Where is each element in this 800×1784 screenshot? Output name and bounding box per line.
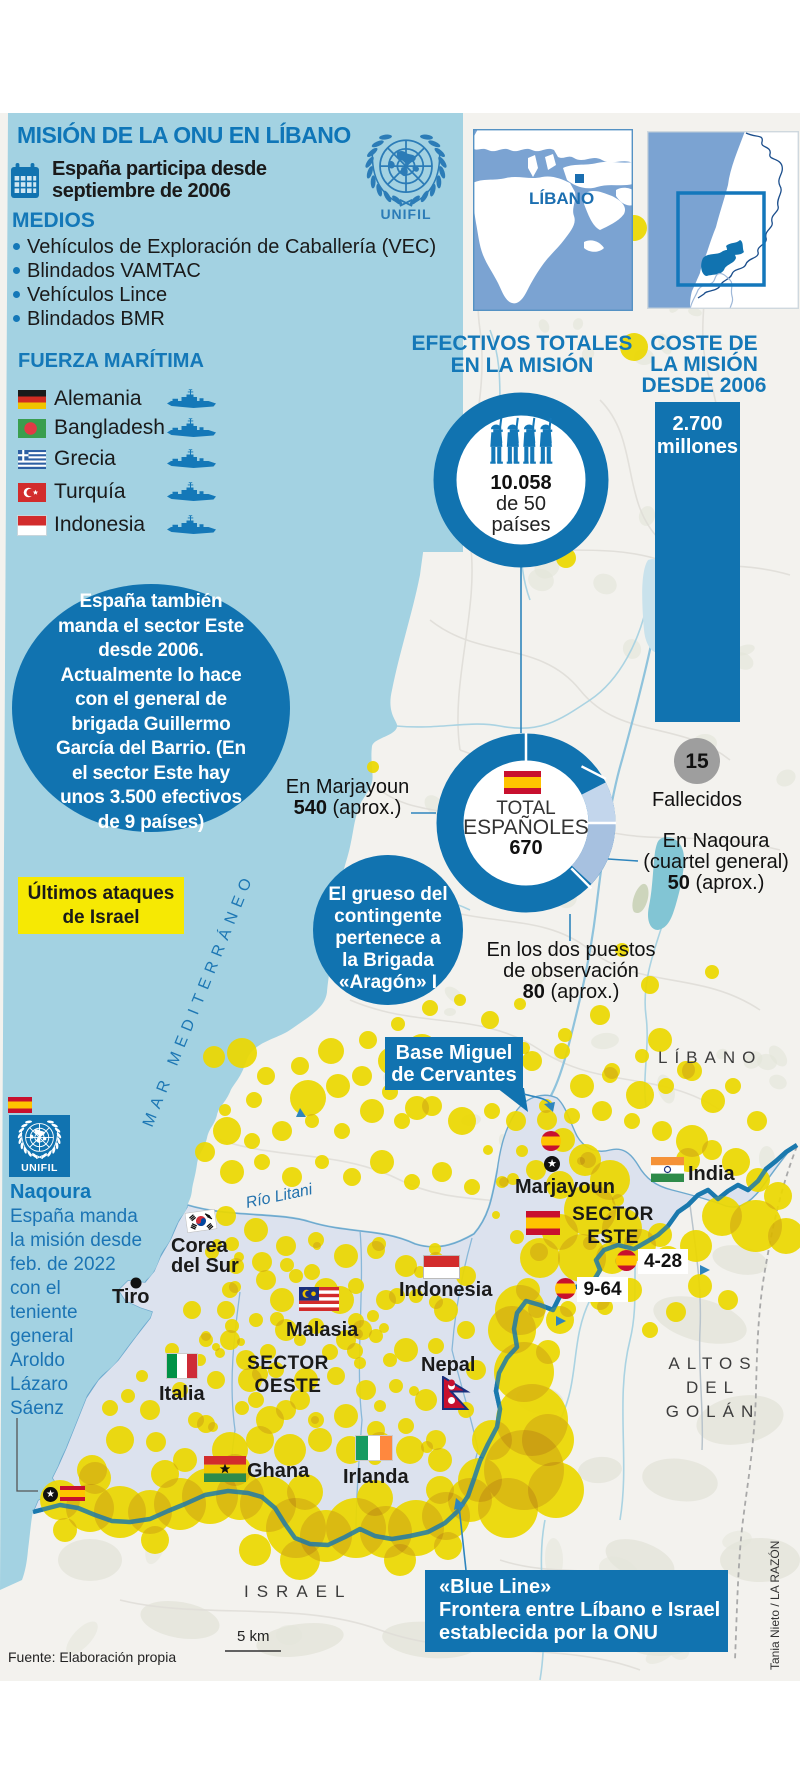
svg-text:LÍBANO: LÍBANO	[529, 189, 594, 208]
